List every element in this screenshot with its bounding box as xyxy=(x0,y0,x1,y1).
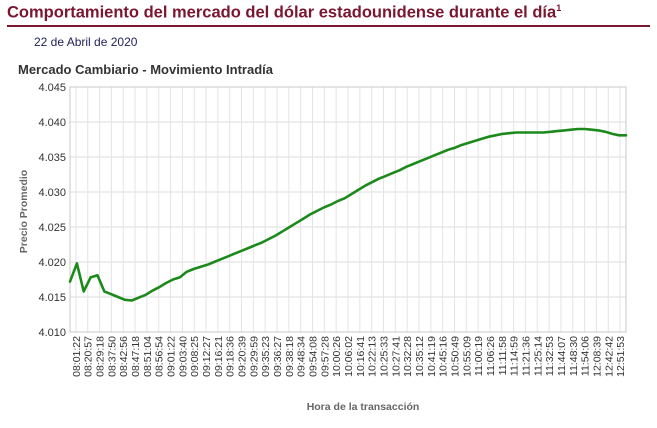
x-tick-label: 08:20:57 xyxy=(83,336,95,377)
x-tick-label: 10:25:33 xyxy=(378,336,390,377)
x-tick-label: 09:48:34 xyxy=(296,336,308,377)
y-tick-label: 4.040 xyxy=(38,117,66,129)
x-tick-label: 10:27:41 xyxy=(390,336,402,377)
x-tick-label: 09:36:27 xyxy=(272,336,284,377)
y-tick-label: 4.010 xyxy=(38,327,66,339)
x-tick-label: 11:44:07 xyxy=(556,336,568,376)
x-tick-label: 10:50:49 xyxy=(449,336,461,377)
x-tick-label: 09:54:08 xyxy=(308,336,320,377)
y-tick-label: 4.035 xyxy=(38,152,66,164)
price-series-line xyxy=(68,127,628,302)
x-tick-label: 12:51:53 xyxy=(615,336,627,377)
x-tick-label: 10:22:13 xyxy=(367,336,379,377)
y-axis-title: Precio Promedio xyxy=(18,170,30,253)
title-footnote-mark: 1 xyxy=(556,3,562,13)
x-tick-label: 08:47:18 xyxy=(130,336,142,377)
page-title: Comportamiento del mercado del dólar est… xyxy=(7,3,562,22)
x-tick-label: 12:08:39 xyxy=(591,336,603,377)
x-tick-label: 09:03:40 xyxy=(177,336,189,377)
y-tick-label: 4.030 xyxy=(38,187,66,199)
x-tick-label: 10:35:12 xyxy=(414,336,426,377)
x-tick-label: 08:37:50 xyxy=(106,336,118,377)
x-tick-label: 08:51:04 xyxy=(142,336,154,377)
x-tick-label: 11:25:14 xyxy=(532,336,544,376)
x-tick-label: 09:57:28 xyxy=(319,336,331,377)
x-tick-label: 10:16:41 xyxy=(355,336,367,377)
x-tick-label: 09:01:22 xyxy=(166,336,178,377)
x-tick-label: 10:41:19 xyxy=(426,336,438,377)
x-tick-label: 10:00:26 xyxy=(331,336,343,377)
y-tick-label: 4.045 xyxy=(38,82,66,94)
x-tick-label: 09:29:59 xyxy=(248,336,260,377)
x-tick-label: 09:12:27 xyxy=(201,336,213,377)
y-tick-label: 4.015 xyxy=(38,292,66,304)
x-tick-label: 09:38:18 xyxy=(284,336,296,377)
x-tick-label: 10:32:28 xyxy=(402,336,414,377)
x-tick-label: 11:11:58 xyxy=(497,336,509,375)
x-tick-label: 09:35:23 xyxy=(260,336,272,377)
x-tick-label: 09:20:39 xyxy=(237,336,249,377)
x-tick-label: 10:06:02 xyxy=(343,336,355,377)
x-tick-label: 09:16:21 xyxy=(213,336,225,377)
x-tick-label: 09:18:36 xyxy=(225,336,237,377)
y-tick-label: 4.025 xyxy=(38,222,66,234)
x-tick-label: 12:42:42 xyxy=(603,336,615,377)
report-date: 22 de Abril de 2020 xyxy=(34,35,138,49)
chart-title: Mercado Cambiario - Movimiento Intradía xyxy=(18,62,273,77)
x-tick-label: 11:48:30 xyxy=(568,336,580,376)
x-tick-label: 11:21:36 xyxy=(520,336,532,376)
x-tick-label: 10:55:09 xyxy=(461,336,473,377)
x-tick-label: 11:32:53 xyxy=(544,336,556,376)
x-tick-label: 11:00:19 xyxy=(473,336,485,376)
x-tick-label: 11:06:26 xyxy=(485,336,497,376)
y-tick-label: 4.020 xyxy=(38,257,66,269)
x-tick-label: 08:01:22 xyxy=(71,336,83,377)
x-tick-label: 08:42:56 xyxy=(118,336,130,377)
x-tick-label: 11:54:06 xyxy=(580,336,592,376)
x-axis-title: Hora de la transacción xyxy=(307,401,420,413)
title-divider xyxy=(7,25,650,27)
x-tick-label: 09:08:25 xyxy=(189,336,201,377)
x-tick-label: 10:45:16 xyxy=(438,336,450,377)
x-tick-label: 08:29:18 xyxy=(95,336,107,377)
plot-frame xyxy=(69,86,627,333)
x-tick-label: 08:56:54 xyxy=(154,336,166,377)
x-tick-label: 11:14:59 xyxy=(509,336,521,376)
